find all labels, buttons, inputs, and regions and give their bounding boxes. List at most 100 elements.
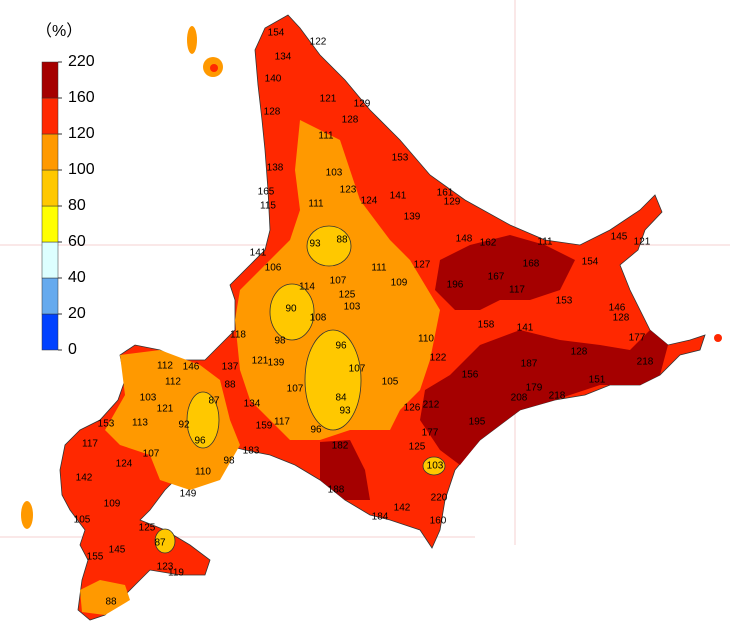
yellow-region	[154, 528, 176, 554]
legend-swatch	[41, 61, 59, 99]
station-label: 139	[268, 358, 285, 369]
station-label: 118	[230, 330, 246, 341]
station-label: 114	[299, 282, 315, 293]
station-label: 146	[183, 362, 200, 373]
station-label: 93	[309, 239, 321, 250]
station-label: 110	[418, 334, 434, 345]
station-label: 107	[330, 276, 347, 287]
station-label: 167	[488, 272, 505, 283]
station-label: 96	[310, 425, 322, 436]
station-label: 141	[390, 191, 407, 202]
station-label: 110	[195, 467, 211, 478]
station-label: 112	[165, 377, 181, 388]
station-label: 128	[571, 347, 588, 358]
legend-swatch	[41, 313, 59, 351]
station-label: 196	[447, 280, 464, 291]
station-label: 153	[556, 296, 573, 307]
station-label: 141	[250, 248, 267, 259]
station-label: 107	[287, 384, 304, 395]
legend-swatch	[41, 277, 59, 315]
station-label: 184	[372, 512, 389, 523]
station-label: 121	[252, 356, 269, 367]
yellow-region	[186, 391, 220, 449]
station-label: 107	[349, 364, 366, 375]
station-label: 142	[76, 473, 93, 484]
station-label: 179	[526, 383, 543, 394]
legend-tick-label: 40	[68, 269, 86, 286]
station-label: 117	[509, 285, 525, 296]
orange-region	[235, 120, 440, 440]
station-label: 134	[275, 52, 292, 63]
orange-region	[105, 350, 240, 490]
legend-tick-label: 100	[68, 161, 95, 178]
station-label: 162	[480, 238, 497, 249]
station-label: 88	[224, 380, 236, 391]
legend-tick-label: 160	[68, 89, 95, 106]
legend-swatch	[41, 169, 59, 207]
station-label: 148	[456, 234, 473, 245]
station-label: 154	[582, 257, 599, 268]
station-label: 149	[180, 489, 197, 500]
station-label: 155	[87, 552, 104, 563]
station-label: 128	[264, 107, 281, 118]
legend-tick-label: 220	[68, 53, 95, 70]
station-label: 129	[444, 197, 461, 208]
legend-swatch	[41, 241, 59, 279]
station-label: 122	[310, 37, 327, 48]
station-label: 188	[328, 485, 345, 496]
station-label: 98	[274, 336, 286, 347]
station-label: 98	[223, 456, 235, 467]
station-label: 138	[267, 163, 284, 174]
station-label: 141	[517, 323, 534, 334]
station-label: 106	[265, 263, 282, 274]
station-label: 88	[336, 235, 348, 246]
station-label: 127	[414, 260, 431, 271]
station-label: 145	[109, 545, 126, 556]
station-label: 220	[431, 493, 448, 504]
station-label: 165	[258, 187, 275, 198]
station-label: 84	[335, 393, 347, 404]
station-label: 125	[409, 442, 426, 453]
station-labels: 154 134 122 140 128 121 129 128 111 153 138 103 165 1…	[74, 28, 654, 608]
station-label: 153	[98, 419, 115, 430]
station-label: 145	[611, 232, 628, 243]
station-label: 108	[310, 313, 327, 324]
station-label: 140	[265, 74, 282, 85]
station-label: 124	[361, 196, 378, 207]
legend-tick-label: 80	[68, 197, 86, 214]
station-label: 117	[274, 417, 290, 428]
station-label: 119	[168, 568, 184, 579]
station-label: 158	[478, 320, 495, 331]
station-label: 93	[339, 406, 351, 417]
station-label: 103	[140, 393, 157, 404]
station-label: 111	[308, 199, 324, 210]
station-label: 195	[469, 417, 486, 428]
legend-swatch	[41, 205, 59, 243]
station-label: 103	[427, 461, 444, 472]
station-label: 121	[320, 94, 337, 105]
station-label: 103	[326, 168, 343, 179]
station-label: 111	[537, 237, 553, 248]
dark-red-region	[420, 330, 668, 465]
station-label: 129	[354, 99, 371, 110]
island	[187, 26, 197, 54]
station-label: 125	[139, 523, 156, 534]
station-label: 117	[82, 439, 98, 450]
station-label: 105	[382, 377, 399, 388]
station-label: 128	[342, 115, 359, 126]
station-label: 123	[340, 185, 357, 196]
station-label: 87	[154, 538, 166, 549]
station-label: 137	[222, 362, 239, 373]
station-label: 103	[344, 302, 361, 313]
yellow-region	[306, 225, 352, 267]
station-label: 111	[318, 131, 334, 142]
station-label: 121	[634, 237, 651, 248]
legend-tick-label: 0	[68, 341, 77, 358]
legend: 0 20 40 60 80 100 120 160 220	[41, 53, 95, 358]
legend-tick-label: 60	[68, 233, 86, 250]
station-label: 105	[74, 515, 91, 526]
station-label: 146	[609, 303, 626, 314]
yellow-region	[304, 329, 362, 431]
orange-region	[80, 580, 130, 615]
